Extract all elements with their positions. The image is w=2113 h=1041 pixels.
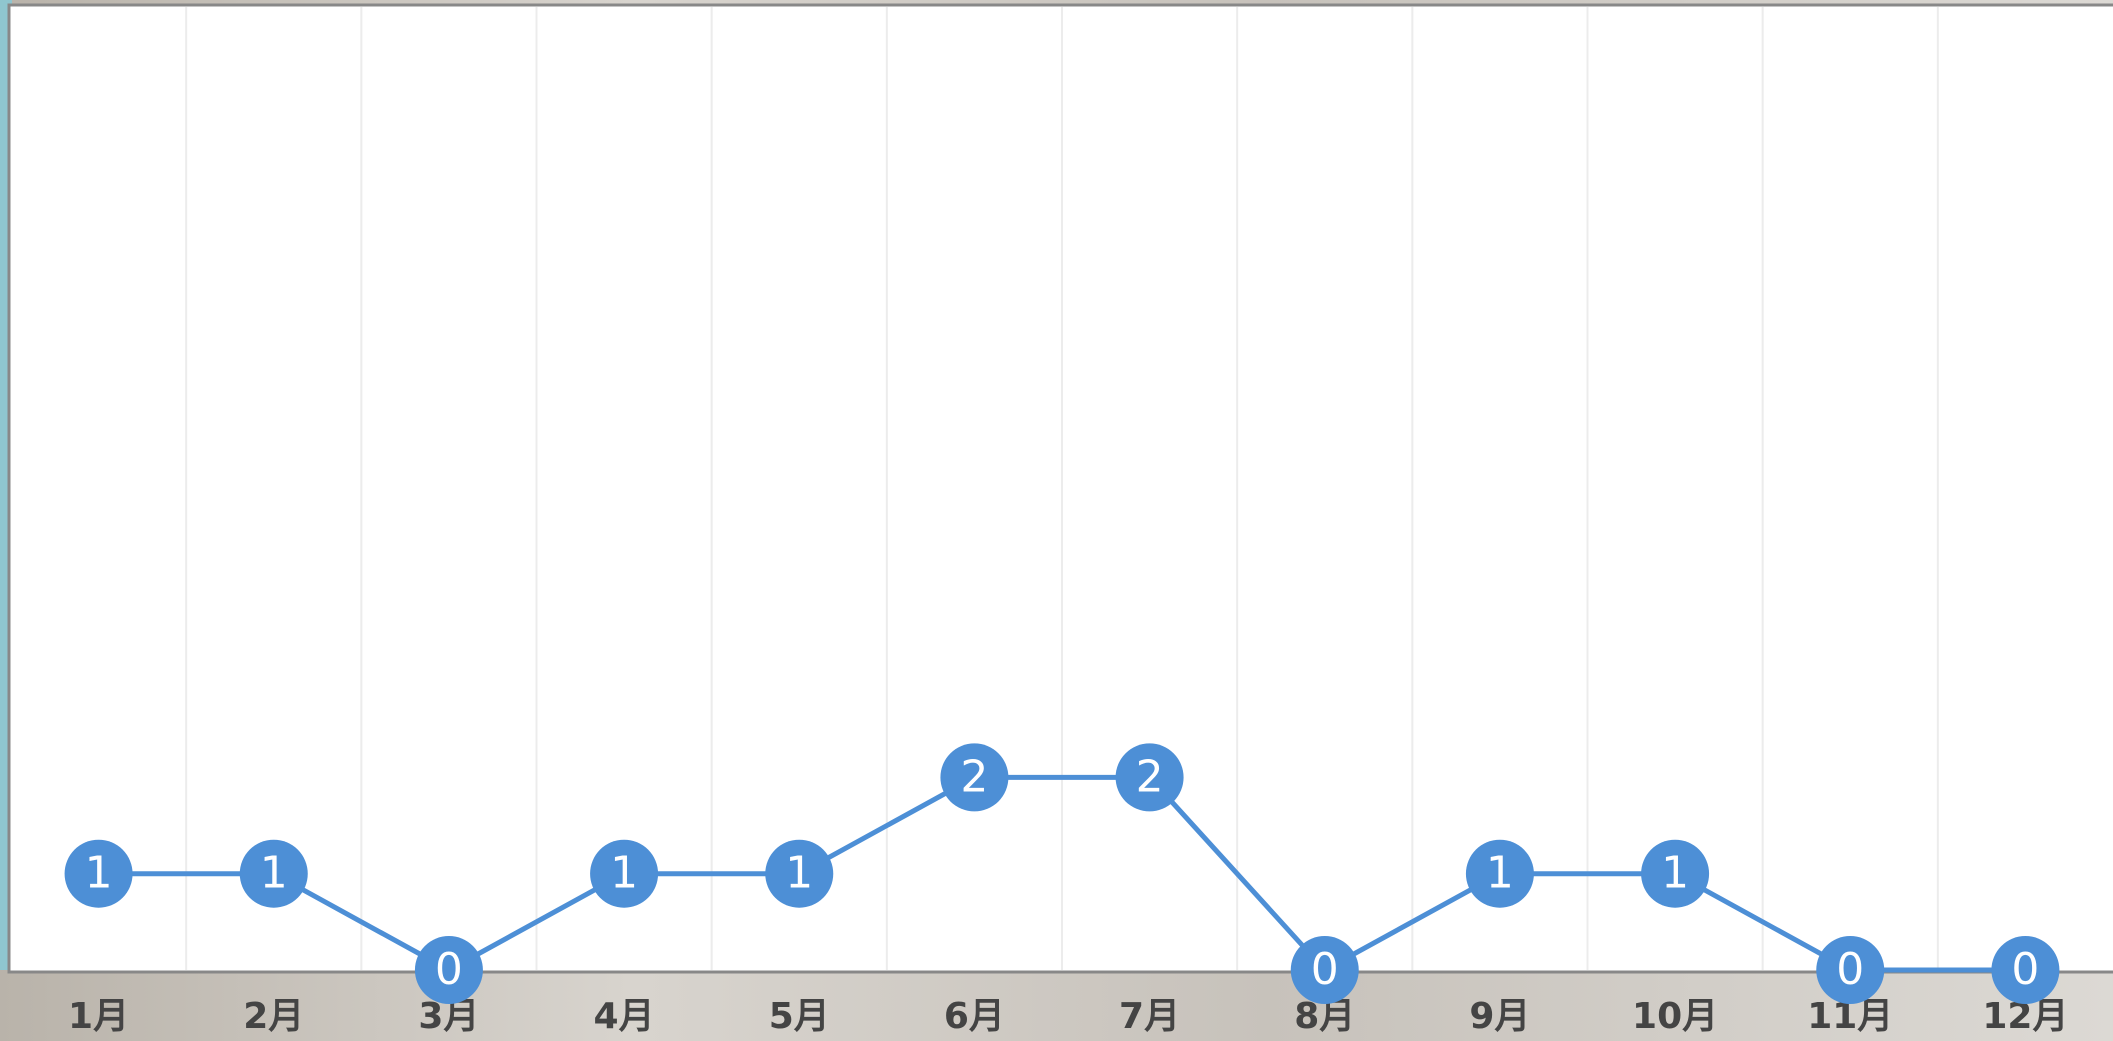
data-label: 0 [435,944,463,995]
data-label: 0 [1836,944,1864,995]
x-tick-label: 6月 [944,996,1005,1037]
data-label: 1 [1486,848,1514,899]
chart: 1月2月3月4月5月6月7月8月9月10月11月12月110112201100 [0,0,2113,1041]
x-tick-label: 7月 [1119,996,1180,1037]
data-label: 0 [2011,944,2039,995]
x-tick-label: 10月 [1632,996,1718,1037]
x-tick-label: 2月 [243,996,304,1037]
data-label: 1 [85,848,113,899]
data-label: 2 [1136,751,1164,802]
x-tick-label: 9月 [1469,996,1530,1037]
page: 1月2月3月4月5月6月7月8月9月10月11月12月110112201100 … [0,0,2113,1041]
data-label: 2 [960,751,988,802]
x-tick-label: 5月 [769,996,830,1037]
data-label: 1 [785,848,813,899]
data-label: 1 [1661,848,1689,899]
data-label: 1 [260,848,288,899]
x-tick-label: 4月 [594,996,655,1037]
x-tick-label: 1月 [68,996,129,1037]
data-label: 1 [610,848,638,899]
data-label: 0 [1311,944,1339,995]
